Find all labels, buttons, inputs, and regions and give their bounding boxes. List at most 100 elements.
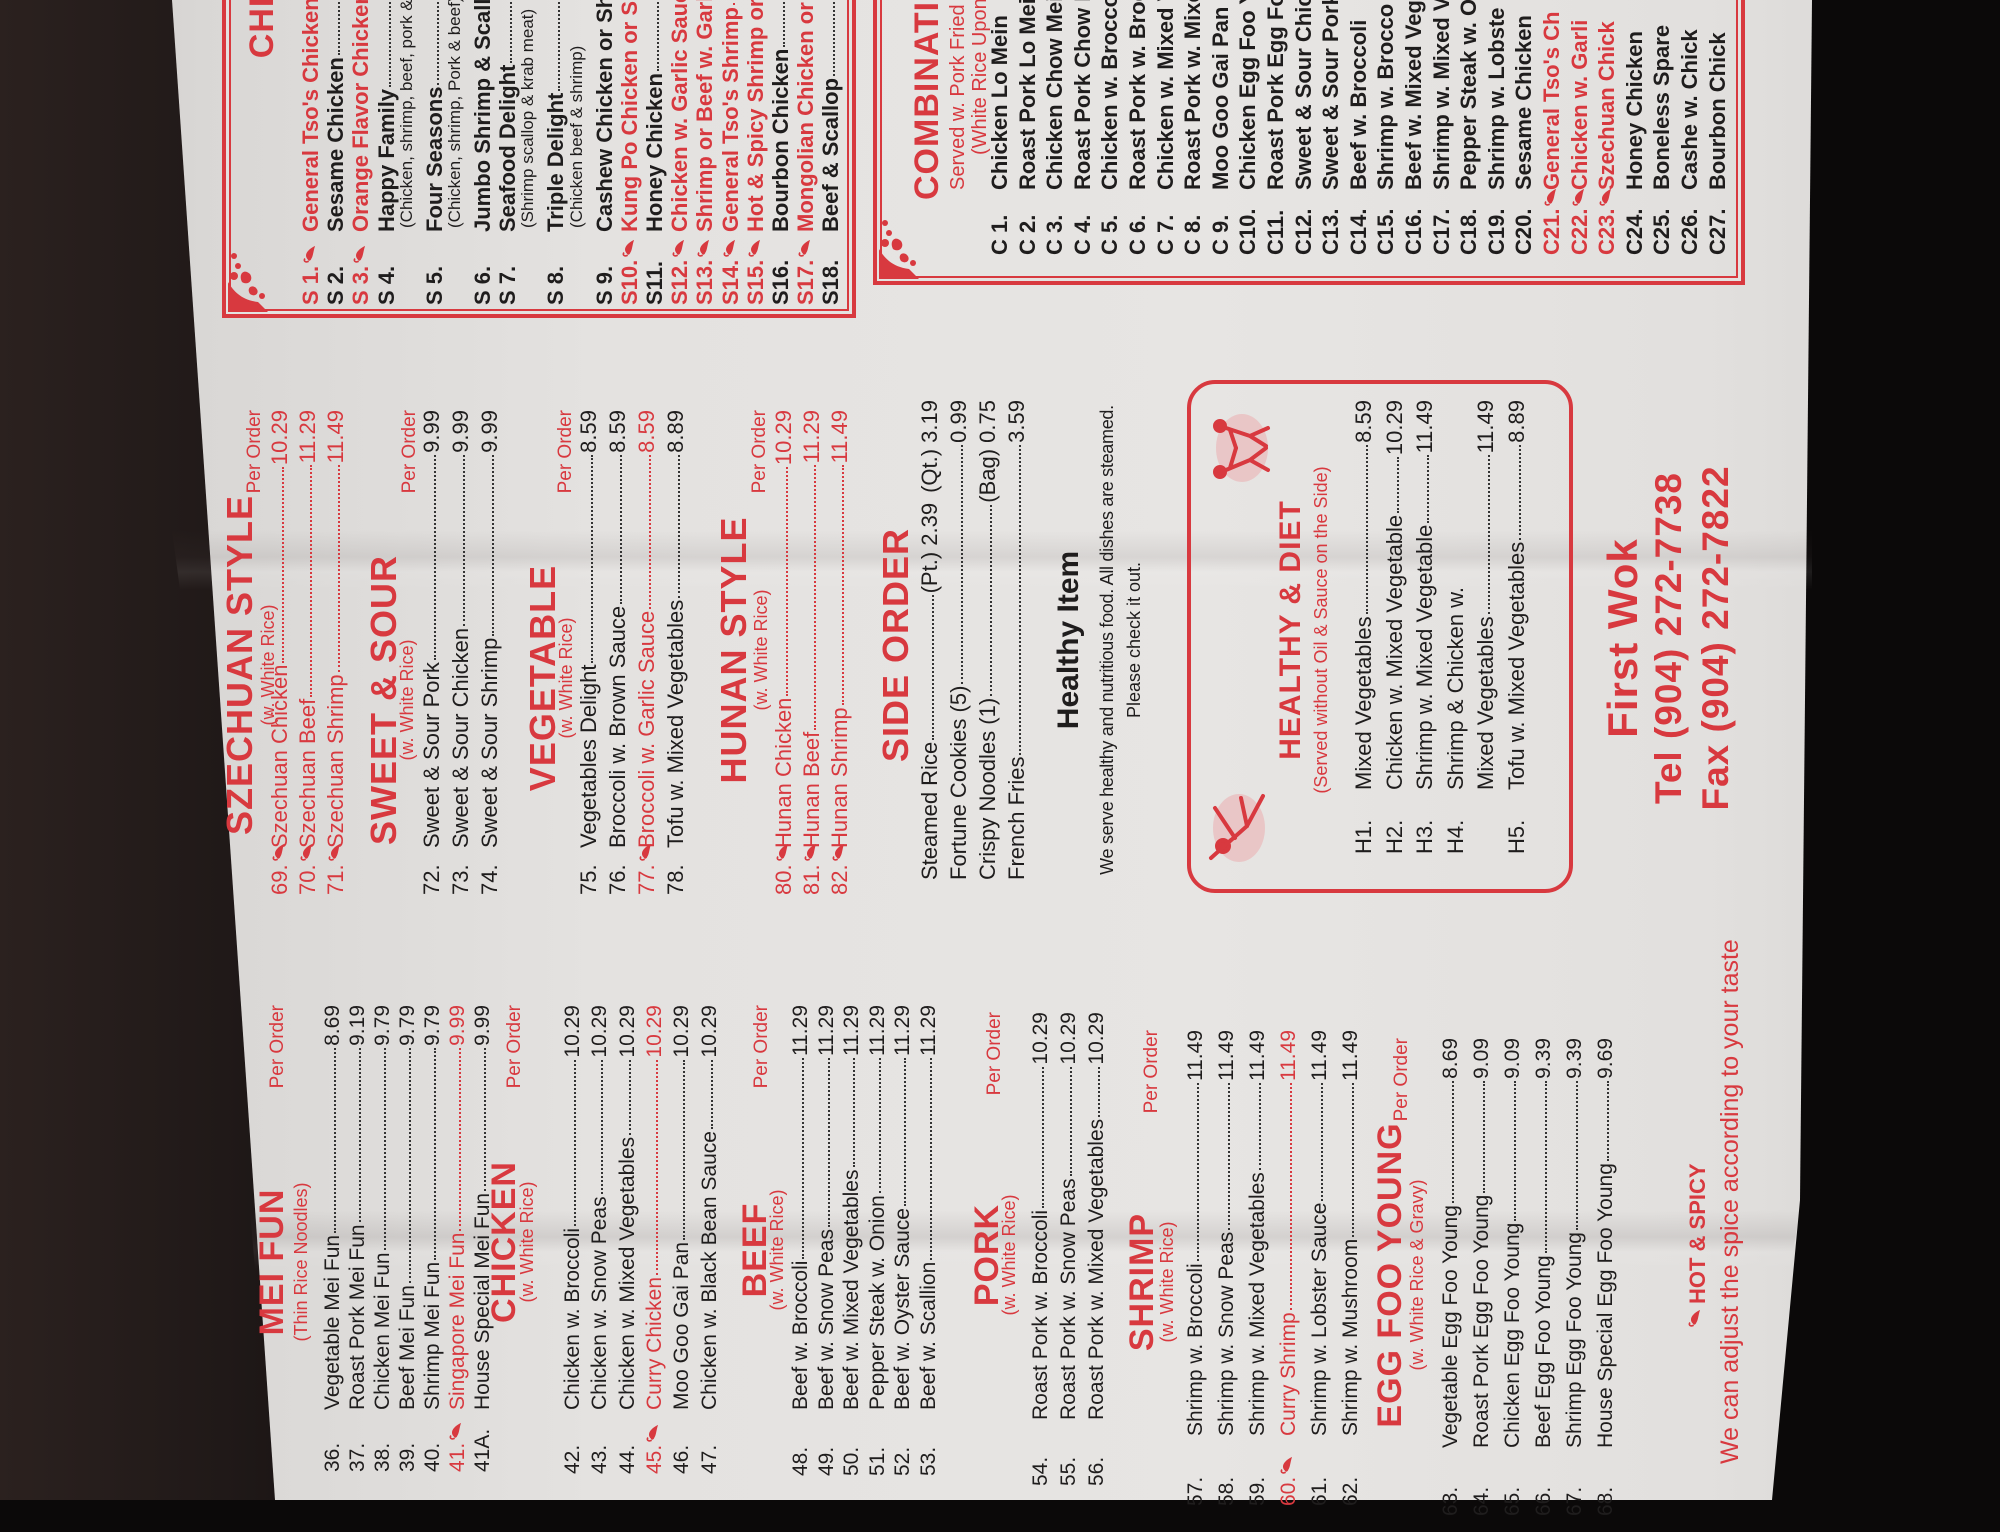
item-number-cell: C17.	[1429, 209, 1454, 255]
item-number: C18.	[1456, 208, 1482, 255]
menu-item: Sweet & Sour Chic	[1290, 0, 1316, 190]
item-number-cell: S 1.	[298, 244, 323, 305]
menu-item: Chicken Egg Foo Young 9.09	[1501, 1038, 1524, 1448]
chili-pepper-icon	[744, 238, 767, 258]
item-price: 11.49	[1473, 400, 1498, 454]
item-name: Bourbon Chick	[1704, 32, 1730, 190]
menu-item: Beef Mei Fun 9.79	[396, 1005, 419, 1410]
item-number-cell: 62.	[1339, 1477, 1362, 1506]
item-name: Moo Goo Gai Pan	[1207, 6, 1233, 190]
menu-item: Beef w. Snow Peas 11.29	[815, 1005, 838, 1410]
item-name: Shrimp w. Lobster Sauce	[1308, 1202, 1331, 1436]
dot-leader	[1545, 1080, 1547, 1254]
item-name: Sweet & Sour Chic	[1290, 0, 1316, 190]
item-name: Beef w. Mixed Veg	[1401, 0, 1426, 190]
dot-leader	[459, 1047, 461, 1231]
item-name: Singapore Mei Fun	[446, 1232, 469, 1410]
item-name: Chicken w. Garlic Sauc	[667, 0, 693, 232]
price-header: Per Order	[399, 410, 420, 494]
menu-item: Jumbo Shrimp & Scallop	[470, 0, 495, 232]
menu-item: Moo Goo Gai Pan 10.29	[670, 1005, 693, 1410]
item-number-cell: C 7.	[1153, 215, 1178, 255]
fax-number: Fax (904) 272-7822	[1695, 465, 1736, 811]
item-number-cell: S12.	[667, 238, 692, 305]
item-number: C 9.	[1207, 214, 1233, 255]
item-name: Tofu w. Mixed Vegetables	[663, 599, 688, 848]
item-number: 81.	[799, 864, 824, 895]
item-number: 74.	[477, 864, 502, 895]
item-number-cell: H1.	[1351, 819, 1376, 854]
menu-item: Cashe w. Chick	[1677, 0, 1702, 190]
price-header: Per Order	[1391, 1038, 1412, 1122]
menu-item: General Tso's Shrimp	[718, 0, 743, 232]
item-number: C22.	[1566, 208, 1592, 255]
item-name: Cashew Chicken or Shri	[591, 0, 617, 232]
item-number: 60.	[1277, 1476, 1300, 1506]
item-price: 11.49	[1184, 1030, 1207, 1081]
item-number: H1.	[1351, 819, 1376, 854]
item-number: 80.	[771, 864, 796, 895]
healthy-item-text: Please check it out.	[1124, 561, 1144, 719]
menu-item: Pepper Steak w. Onion 11.29	[866, 1005, 889, 1410]
item-price: 11.49	[1308, 1030, 1331, 1081]
item-name: Chicken Chow Mein	[1042, 0, 1068, 190]
item-name: Szechuan Chick	[1594, 21, 1620, 190]
item-number: C26.	[1677, 208, 1702, 255]
item-number-cell: C 6.	[1125, 215, 1150, 255]
item-price: 10.29	[561, 1005, 584, 1058]
menu-item: Roast Pork Egg Foo Young 9.09	[1470, 1038, 1493, 1448]
item-number-cell: H4.	[1443, 820, 1468, 854]
item-number-cell: C26.	[1677, 208, 1702, 255]
chili-pepper-icon	[794, 238, 817, 258]
dot-leader	[310, 465, 312, 697]
item-number: S 4.	[373, 265, 399, 305]
chefs_special-subtitle: (w. White Rice)	[275, 0, 295, 190]
item-name: Chicken Egg Foo Young	[1501, 1222, 1524, 1448]
menu-item: Shrimp w. Mushroom 11.49	[1339, 1030, 1362, 1436]
item-number-cell: S 7.	[495, 266, 520, 305]
item-price: 10.29	[697, 1005, 721, 1058]
menu-item: Beef w. Broccoli	[1345, 0, 1371, 190]
item-number: C10.	[1235, 208, 1261, 255]
item-number: 58.	[1215, 1476, 1238, 1506]
item-price: 11.29	[916, 1005, 940, 1056]
item-price: 10.29	[1057, 1012, 1080, 1065]
floral-corner-ornament	[228, 242, 273, 312]
item-price: 9.39	[1563, 1038, 1586, 1079]
item-number: 48.	[789, 1446, 812, 1476]
menu-item: Beef Egg Foo Young 9.39	[1532, 1038, 1555, 1448]
item-number-cell: 78.	[663, 864, 688, 895]
item-number: 65.	[1501, 1486, 1524, 1516]
hot-spicy-legend: HOT & SPICY	[1685, 1163, 1710, 1330]
item-number-cell: C 2.	[1015, 215, 1040, 255]
item-number-cell: 60.	[1277, 1455, 1300, 1506]
item-number: 43.	[588, 1444, 612, 1474]
spice-note: We can adjust the spice according to you…	[1716, 939, 1744, 1464]
item-number-cell: 43.	[588, 1444, 612, 1474]
dot-leader	[833, 0, 836, 76]
menu-item: Chicken w. Mixed V	[1153, 0, 1178, 190]
item-name: Sweet & Sour Shrimp	[477, 637, 502, 848]
menu-item: Shrimp w. Mixed V	[1429, 0, 1454, 190]
item-name: Mixed Vegetables	[1473, 616, 1498, 790]
menu-item: Hot & Spicy Shrimp or	[743, 0, 768, 232]
item-number: C21.	[1539, 208, 1564, 255]
item-price: 9.99	[477, 410, 502, 453]
menu-item: Chicken w. Black Bean Sauce 10.29	[697, 1005, 721, 1410]
dot-leader	[814, 465, 816, 730]
item-number: S 5.	[421, 265, 447, 305]
item-number-cell: S 9.	[592, 266, 617, 305]
item-number-cell: 66.	[1532, 1487, 1555, 1516]
item-name: Sweet & Sour Pork	[1318, 0, 1344, 190]
item-number: 70.	[295, 864, 320, 895]
menu-item: Shrimp w. Broccoli 11.49	[1184, 1030, 1207, 1436]
dot-leader	[628, 1059, 631, 1135]
item-name: Beef w. Broccoli	[1345, 19, 1371, 190]
chili-pepper-icon	[324, 842, 347, 862]
healthy_diet-subtitle: (Served without Oil & Sauce on the Side)	[1311, 466, 1331, 794]
dot-leader	[904, 1058, 906, 1207]
healthy-item-title: Healthy Item	[1052, 550, 1085, 730]
menu-item: General Tso's Ch	[1539, 0, 1564, 190]
item-name: Curry Chicken	[642, 1276, 666, 1410]
menu-item: Chicken w. Broccoli 10.29	[561, 1005, 584, 1410]
